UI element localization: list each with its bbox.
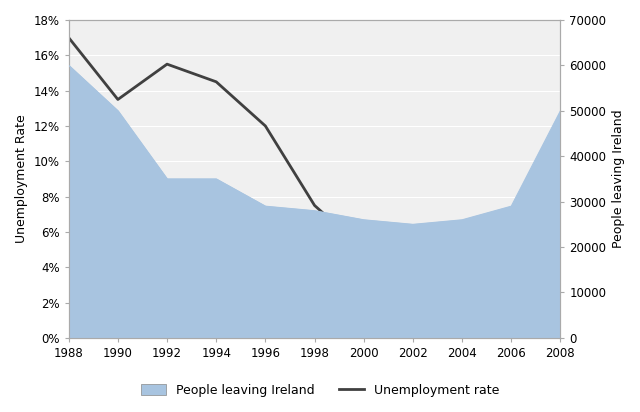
Y-axis label: People leaving Ireland: People leaving Ireland [612, 110, 625, 248]
Legend: People leaving Ireland, Unemployment rate: People leaving Ireland, Unemployment rat… [136, 379, 504, 402]
Y-axis label: Unemployment Rate: Unemployment Rate [15, 115, 28, 243]
